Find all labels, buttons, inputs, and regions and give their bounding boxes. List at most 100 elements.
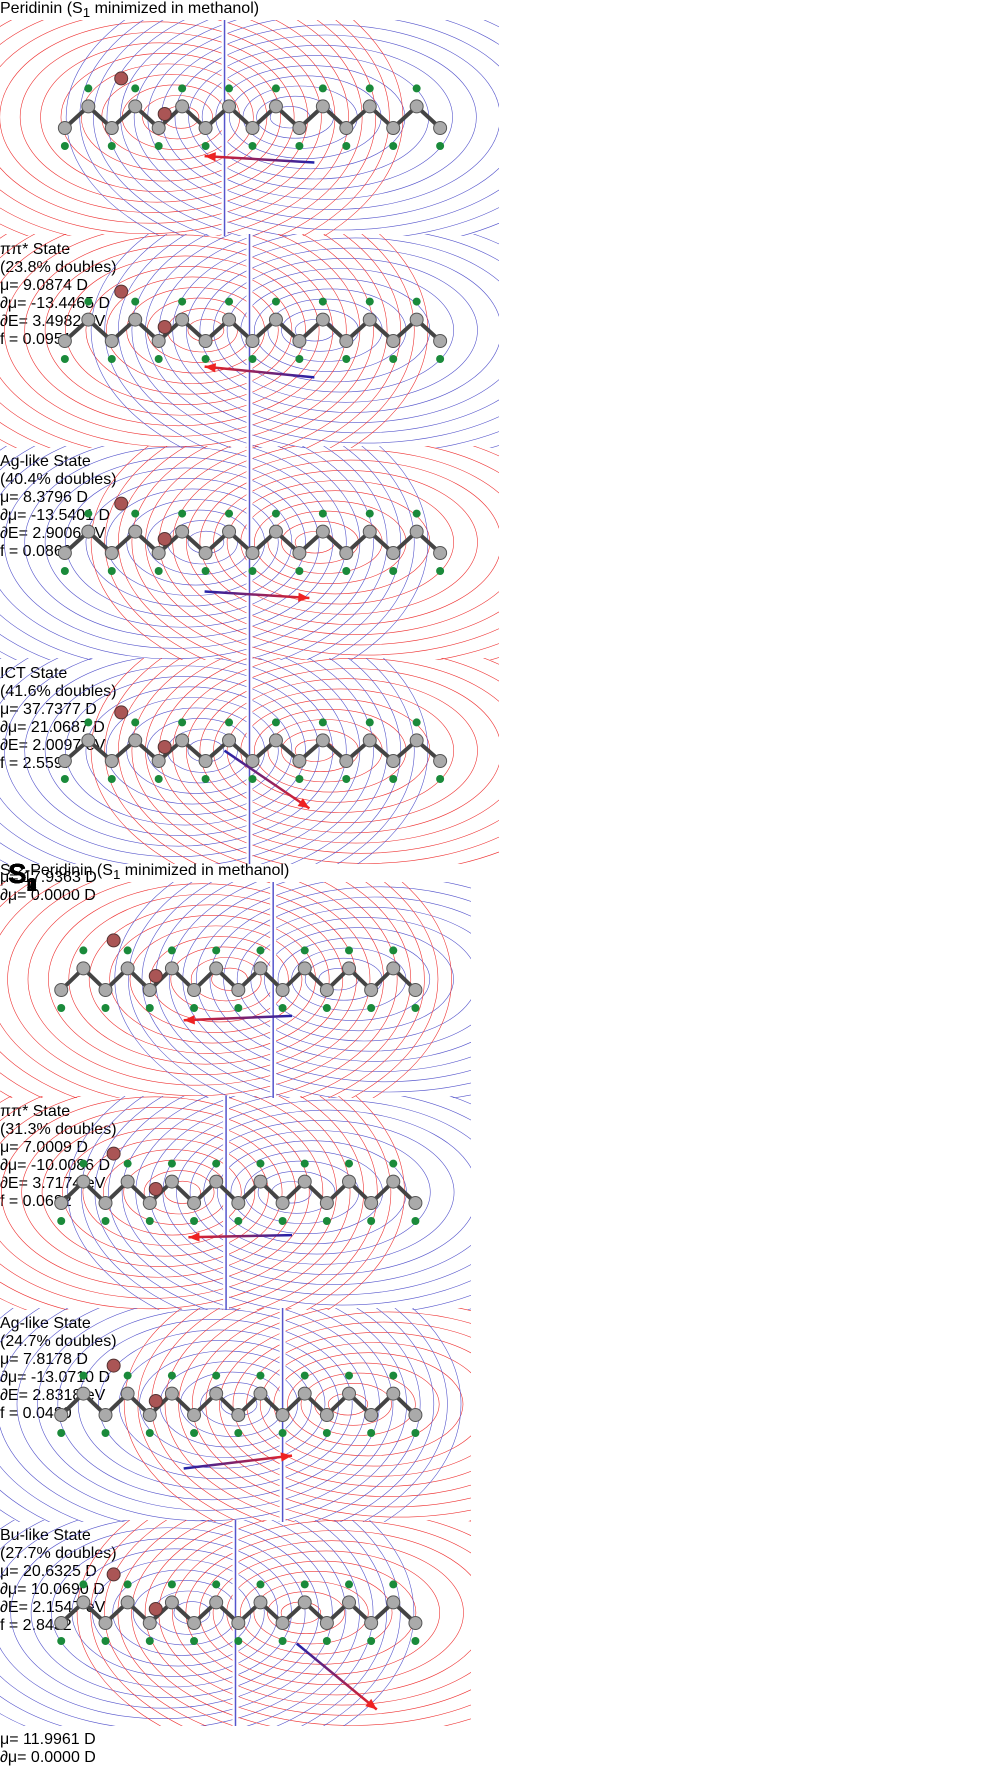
hydrogen-atom (279, 1004, 287, 1012)
hydrogen-atom (108, 355, 116, 363)
hydrogen-atom (256, 1372, 264, 1380)
hydrogen-atom (102, 1004, 110, 1012)
title-sub: 1 (83, 5, 90, 20)
title-rest: minimized in methanol) (90, 0, 259, 17)
carbon-atom (246, 122, 259, 135)
carbon-atom (365, 1617, 378, 1630)
hydrogen-atom (301, 947, 309, 955)
oxygen-atom (149, 1183, 162, 1196)
hydrogen-atom (389, 1160, 397, 1168)
hydrogen-atom (413, 298, 421, 306)
hydrogen-atom (389, 355, 397, 363)
hydrogen-atom (146, 1004, 154, 1012)
carbon-atom (55, 1617, 68, 1630)
hydrogen-atom (202, 142, 210, 150)
hydrogen-atom (212, 1372, 220, 1380)
carbon-atom (121, 962, 134, 975)
hydrogen-atom (202, 355, 210, 363)
carbon-atom (232, 1197, 245, 1210)
hydrogen-atom (168, 1581, 176, 1589)
hydrogen-atom (57, 1637, 65, 1645)
contour (202, 56, 429, 180)
hydrogen-atom (389, 142, 397, 150)
hydrogen-atom (319, 510, 327, 518)
carbon-atom (316, 313, 329, 326)
carbon-atom (298, 1175, 311, 1188)
hydrogen-atom (225, 719, 233, 727)
carbon-atom (105, 755, 118, 768)
carbon-atom (77, 1175, 90, 1188)
hydrogen-atom (342, 775, 350, 783)
carbon-atom (387, 962, 400, 975)
hydrogen-atom (279, 1217, 287, 1225)
carbon-atom (232, 1409, 245, 1422)
hydrogen-atom (389, 947, 397, 955)
carbon-atom (165, 1596, 178, 1609)
oxygen-atom (115, 706, 128, 719)
hydrogen-atom (272, 510, 280, 518)
hydrogen-atom (411, 1429, 419, 1437)
carbon-atom (343, 962, 356, 975)
hydrogen-atom (301, 1160, 309, 1168)
hydrogen-atom (168, 947, 176, 955)
hydrogen-atom (108, 567, 116, 575)
carbon-atom (320, 1409, 333, 1422)
carbon-atom (276, 1409, 289, 1422)
carbon-atom (143, 1617, 156, 1630)
oxygen-atom (149, 1603, 162, 1616)
panel-graphic (0, 20, 499, 236)
hydrogen-atom (279, 1637, 287, 1645)
carbon-atom (387, 1387, 400, 1400)
contour (227, 481, 454, 605)
hydrogen-atom (131, 510, 139, 518)
carbon-atom (223, 313, 236, 326)
oxygen-atom (107, 1147, 120, 1160)
carbon-atom (152, 335, 165, 348)
carbon-atom (99, 1409, 112, 1422)
oxygen-atom (115, 72, 128, 85)
contour (122, 85, 226, 149)
hydrogen-atom (248, 775, 256, 783)
hydrogen-atom (155, 355, 163, 363)
carbon-atom (340, 547, 353, 560)
contour (189, 45, 453, 189)
hydrogen-atom (413, 719, 421, 727)
state-level: S0 (8, 858, 37, 890)
carbon-atom (143, 1197, 156, 1210)
carbon-atom (387, 1596, 400, 1609)
figure: Peridinin (S1 minimized in methanol)ππ* … (0, 0, 982, 896)
contour (243, 86, 357, 148)
contour (227, 689, 454, 813)
hydrogen-atom (436, 775, 444, 783)
carbon-atom (176, 100, 189, 113)
carbon-atom (165, 962, 178, 975)
contour (99, 1330, 339, 1479)
hydrogen-atom (367, 1217, 375, 1225)
oxygen-atom (107, 1359, 120, 1372)
hydrogen-atom (146, 1429, 154, 1437)
contour (224, 897, 471, 1061)
contour (200, 460, 499, 624)
oxygen-atom (149, 1395, 162, 1408)
panel: Bu-like State(27.7% doubles)μ= 20.6325 D… (0, 1308, 469, 1520)
figure-root: Peridinin (S1 minimized in methanol)ππ* … (0, 0, 982, 1724)
level-sub: 0 (27, 875, 37, 895)
hydrogen-atom (411, 1637, 419, 1645)
carbon-atom (129, 525, 142, 538)
column-title: Peridinin (S1 minimized in methanol) (0, 0, 499, 20)
carbon-atom (276, 984, 289, 997)
carbon-atom (316, 100, 329, 113)
hydrogen-atom (295, 567, 303, 575)
carbon-atom (223, 525, 236, 538)
carbon-atom (409, 1197, 422, 1210)
contour (227, 1561, 416, 1664)
oxygen-atom (107, 1568, 120, 1581)
hydrogen-atom (178, 510, 186, 518)
oxygen-atom (115, 497, 128, 510)
hydrogen-atom (57, 1429, 65, 1437)
carbon-atom (409, 1409, 422, 1422)
carbon-atom (176, 313, 189, 326)
carbon-atom (129, 100, 142, 113)
hydrogen-atom (319, 85, 327, 93)
carbon-atom (254, 1596, 267, 1609)
